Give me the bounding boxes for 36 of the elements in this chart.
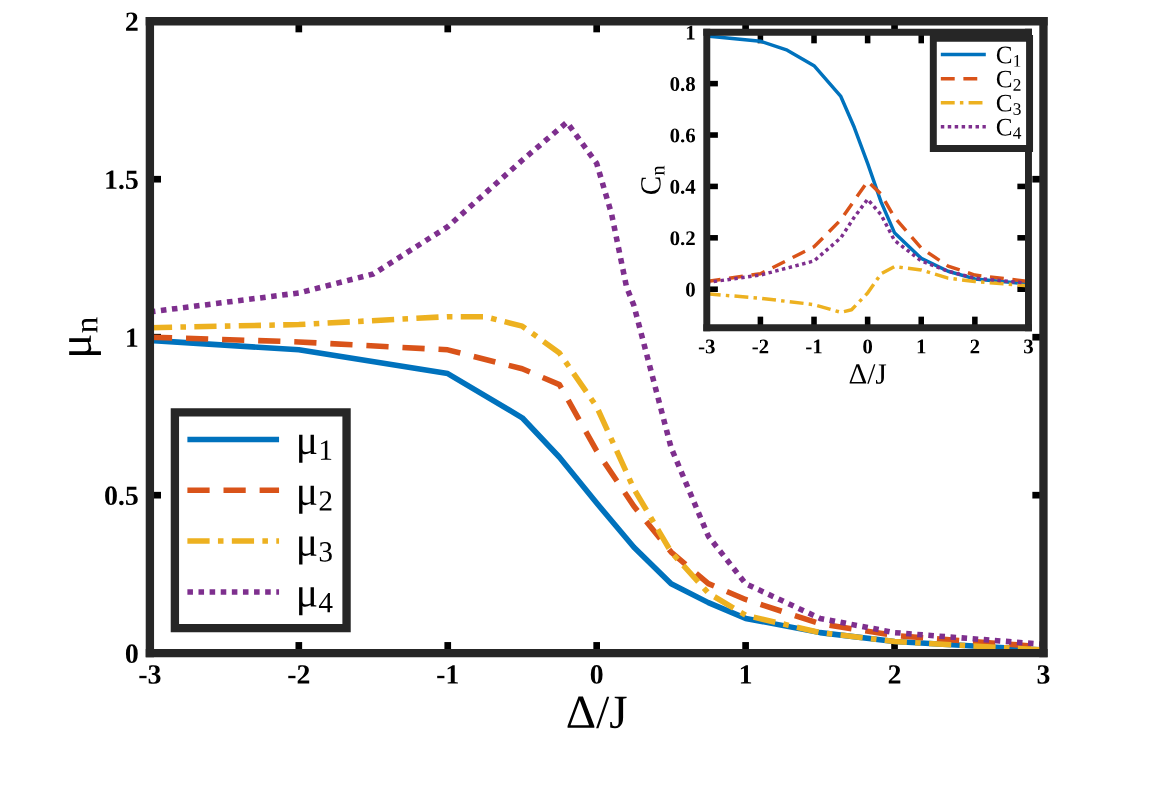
y-tick-label: 0.8 [670, 77, 695, 92]
legend-label: C$_{4}$ [996, 118, 1022, 139]
x-tick-label: 3 [1037, 665, 1050, 684]
x-tick-label: 1 [917, 339, 926, 354]
y-tick-label: 0 [686, 282, 695, 297]
x-tick-label: -1 [437, 665, 458, 684]
legend-label: μ$_{4}$ [299, 587, 333, 616]
legend-label: C$_{3}$ [996, 94, 1021, 115]
x-tick-label: 0 [590, 665, 603, 684]
x-tick-label: 3 [1024, 339, 1033, 354]
legend-label: C$_{1}$ [996, 46, 1021, 67]
y-tick-label: 0.4 [670, 179, 696, 194]
y-tick-label: 0.5 [105, 486, 138, 506]
legend-label: μ$_{1}$ [299, 434, 332, 463]
x-axis-title: Δ/J [567, 696, 627, 729]
y-axis-title: C$_{n}$ [641, 165, 665, 195]
legend-label: μ$_{3}$ [299, 536, 332, 565]
y-tick-label: 0.2 [670, 231, 695, 246]
x-tick-label: -3 [698, 339, 715, 354]
x-axis-title: Δ/J [849, 364, 887, 384]
y-tick-label: 1 [686, 25, 695, 40]
x-tick-label: -2 [288, 665, 310, 684]
x-tick-label: -2 [752, 339, 769, 354]
legend-label: μ$_{2}$ [299, 485, 332, 514]
y-tick-label: 1.5 [106, 170, 138, 190]
x-tick-label: -1 [806, 339, 822, 354]
x-tick-label: 0 [863, 339, 873, 354]
y-tick-label: 0.6 [670, 128, 696, 143]
x-tick-label: 1 [740, 665, 752, 684]
y-tick-label: 0 [125, 644, 138, 664]
y-axis-title: μ$_{n}$ [69, 317, 101, 356]
x-tick-label: 2 [888, 665, 901, 684]
legend-label: C$_{2}$ [996, 70, 1021, 91]
y-tick-label: 2 [126, 12, 138, 31]
x-tick-label: 2 [970, 339, 980, 354]
x-tick-label: -3 [139, 665, 161, 684]
